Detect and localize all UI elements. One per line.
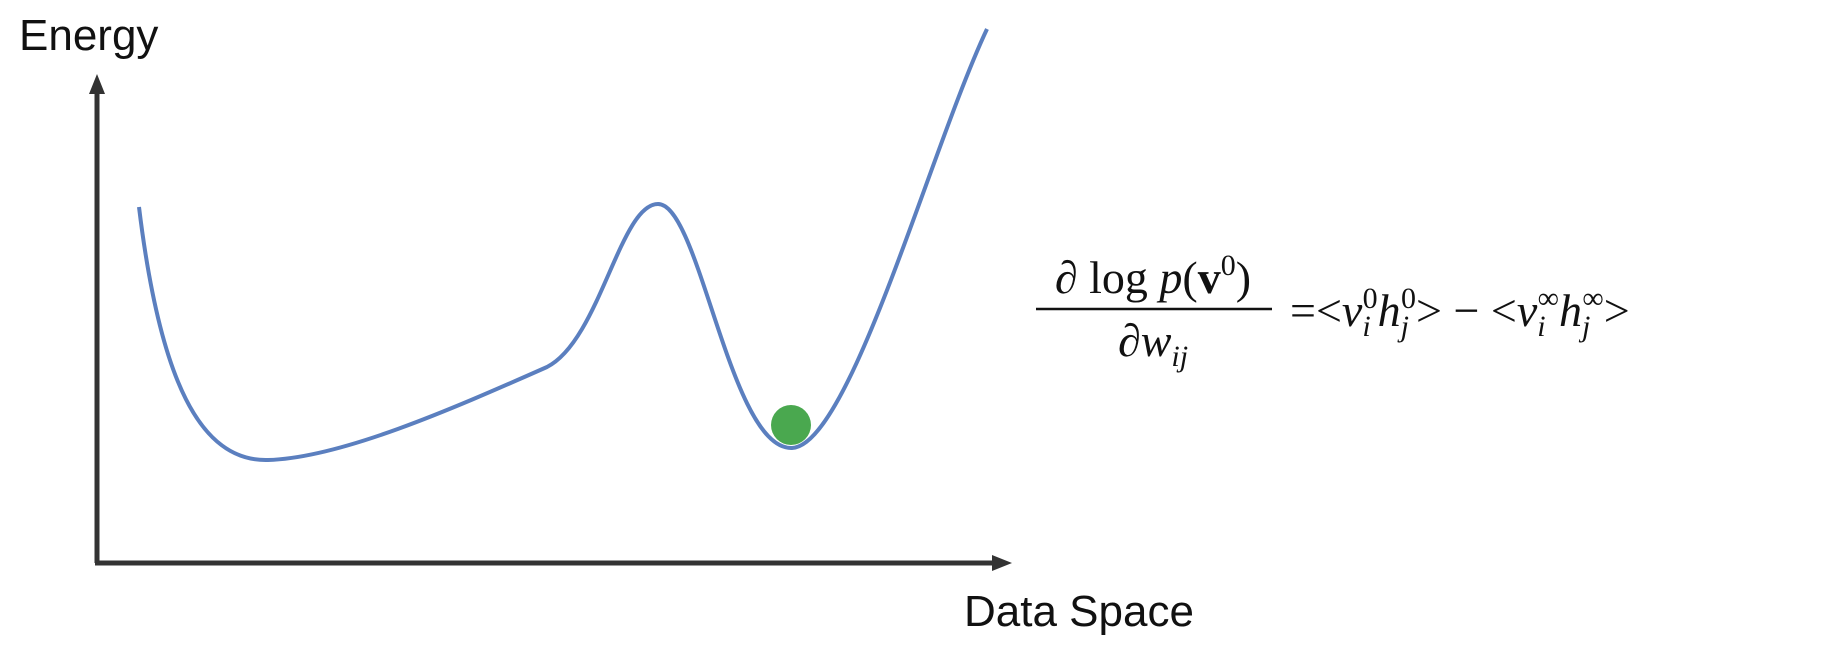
eq-part: v — [1517, 285, 1538, 336]
eq-part: h — [1559, 285, 1582, 336]
eq-part: j — [1397, 310, 1409, 343]
eq-part: 0 — [1363, 282, 1378, 315]
eq-part: i — [1537, 310, 1545, 343]
eq-part: =< — [1290, 285, 1342, 336]
eq-part: ∞ — [1582, 282, 1603, 315]
eq-part: ∞ — [1538, 282, 1559, 315]
x-axis-arrow — [992, 555, 1012, 571]
eq-part: h — [1378, 285, 1401, 336]
eq-part: i — [1362, 310, 1370, 343]
numerator: ∂ log p(v0) — [1055, 249, 1251, 303]
eq-part: 0 — [1221, 249, 1236, 282]
denominator: ∂wij — [1118, 315, 1188, 373]
eq-part: p — [1156, 252, 1182, 303]
x-axis-label: Data Space — [964, 587, 1194, 636]
ball — [771, 405, 811, 445]
eq-part: ) — [1236, 252, 1251, 303]
eq-part: ( — [1182, 252, 1197, 303]
y-axis-arrow — [89, 74, 105, 94]
eq-part: j — [1578, 310, 1590, 343]
energy-curve — [137, 28, 989, 463]
eq-part: > — [1416, 285, 1442, 336]
eq-part: 0 — [1401, 282, 1416, 315]
eq-part: ∂ log — [1055, 252, 1160, 303]
eq-part: ∂ — [1118, 315, 1141, 366]
eq-part: ij — [1171, 340, 1188, 373]
eq-part: − < — [1442, 285, 1517, 336]
eq-part: v — [1342, 285, 1363, 336]
eq-part: > — [1604, 285, 1630, 336]
eq-part: w — [1141, 315, 1172, 366]
eq-part: v — [1198, 252, 1221, 303]
equation-rhs: =<vi0hj0> − <vi∞hj∞> — [1290, 282, 1630, 343]
y-axis-label: Energy — [19, 11, 158, 60]
